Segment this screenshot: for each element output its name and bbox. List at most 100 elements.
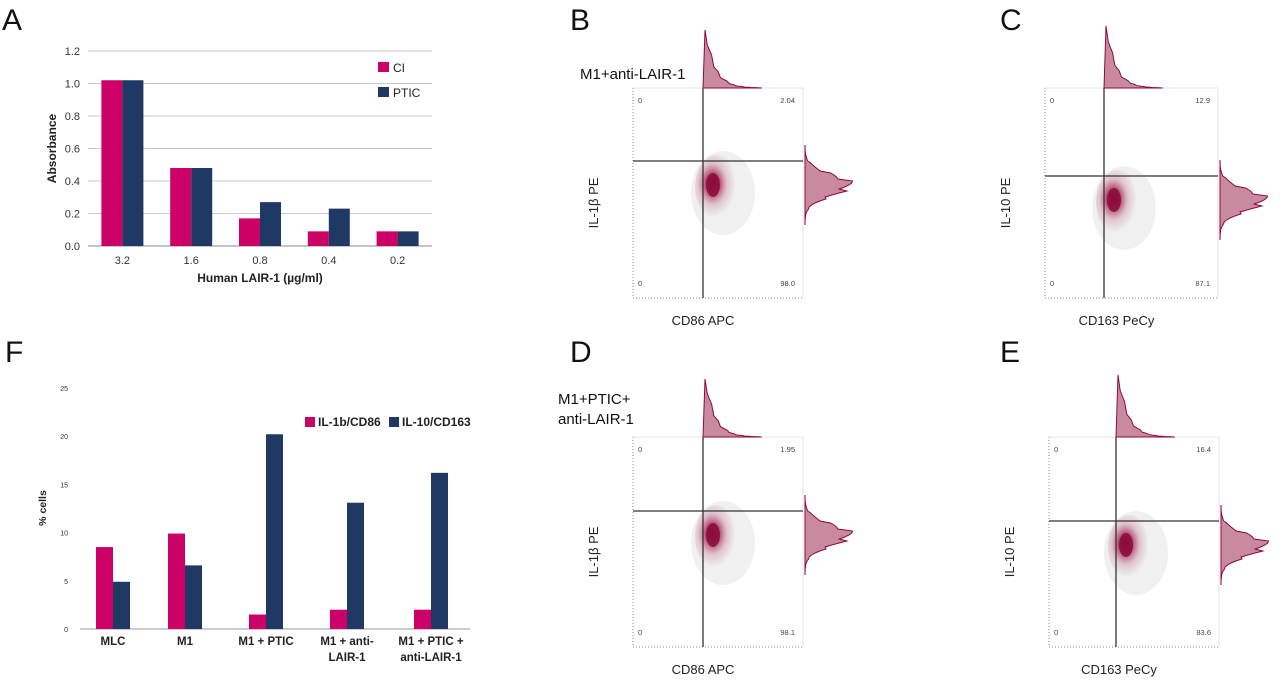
legend-label-f: IL-10/CD163 xyxy=(402,415,471,429)
y-tick-label-f: 25 xyxy=(60,386,68,393)
bar-f-il10-1 xyxy=(185,565,202,629)
flow-y-label: IL-10 PE xyxy=(1002,526,1017,577)
quadrant-ll: 0 xyxy=(638,279,642,288)
histogram-right xyxy=(804,144,854,226)
legend-label-f: IL-1b/CD86 xyxy=(318,415,381,429)
flow-cytometry-panels: 0 2.04 0 98.0 CD86 APC IL-1β PE M1+anti-LAIR-1… xyxy=(558,25,1270,677)
legend-swatch-a xyxy=(378,62,389,72)
density-peak xyxy=(1119,533,1133,557)
bar-f-il1b-3 xyxy=(330,609,347,629)
x-tick-label-a: 0.4 xyxy=(321,255,336,267)
y-tick-label-a: 1.2 xyxy=(65,46,80,58)
quadrant-ur: 12.9 xyxy=(1195,96,1210,105)
x-tick-label-a: 1.6 xyxy=(184,255,199,267)
bar-f-il1b-2 xyxy=(249,614,266,629)
bar-f-il1b-1 xyxy=(168,533,185,629)
histogram-right xyxy=(1219,159,1269,241)
x-tick-label-a: 3.2 xyxy=(115,255,130,267)
panel-label-f: F xyxy=(5,336,23,369)
y-tick-label-f: 5 xyxy=(64,579,68,586)
density-peak xyxy=(706,523,720,547)
flow-panel-c: 0 12.9 0 87.1 CD163 PeCy IL-10 PE xyxy=(998,25,1269,328)
flow-x-label: CD86 APC xyxy=(672,662,735,677)
y-tick-label-a: 0.4 xyxy=(65,176,80,188)
bar-a-ci-1 xyxy=(170,168,192,246)
y-axis-title-a: Absorbance xyxy=(45,114,59,184)
x-tick-label-f: anti-LAIR-1 xyxy=(400,652,462,664)
quadrant-ur: 16.4 xyxy=(1196,445,1211,454)
flow-x-label: CD163 PeCy xyxy=(1081,662,1157,677)
y-tick-label-a: 0.2 xyxy=(65,209,80,221)
panel-label-c: C xyxy=(1000,4,1022,37)
panel-label-a: A xyxy=(2,4,22,37)
panel-label-d: D xyxy=(570,336,592,369)
y-tick-label-a: 0.8 xyxy=(65,111,80,123)
y-tick-label-f: 20 xyxy=(60,434,68,441)
x-tick-label-f: LAIR-1 xyxy=(328,652,366,664)
quadrant-ul: 0 xyxy=(638,445,642,454)
legend-label-a: CI xyxy=(393,61,405,75)
bar-a-ci-2 xyxy=(239,218,260,246)
bar-f-il10-2 xyxy=(266,434,283,629)
density-peak xyxy=(706,173,720,197)
bar-a-ptic-4 xyxy=(397,231,419,246)
quadrant-lr: 83.6 xyxy=(1196,628,1211,637)
flow-panel-b: 0 2.04 0 98.0 CD86 APC IL-1β PE M1+anti-LAIR-1 xyxy=(580,29,854,328)
flow-y-label: IL-1β PE xyxy=(586,526,601,577)
legend-swatch-f xyxy=(305,417,315,427)
chart-a: 0.0 0.2 0.4 0.6 0.8 1.0 1.2 3.2 1.6 0.8 0.4 0.2 Huma… xyxy=(45,46,432,285)
quadrant-ul: 0 xyxy=(1050,96,1054,105)
x-tick-label-f: M1 xyxy=(177,636,194,648)
histogram-right xyxy=(1220,504,1270,586)
x-tick-label-f: M1 + PTIC + xyxy=(398,636,463,648)
flow-condition-label: M1+PTIC+ xyxy=(558,391,631,408)
x-tick-label-f: M1 + PTIC xyxy=(238,636,293,648)
y-axis-title-f: % cells xyxy=(37,490,49,526)
flow-x-label: CD86 APC xyxy=(672,313,735,328)
bar-a-ptic-1 xyxy=(191,168,213,246)
flow-y-label: IL-10 PE xyxy=(998,177,1013,228)
x-tick-label-a: 0.8 xyxy=(252,255,267,267)
y-tick-label-a: 0.6 xyxy=(65,144,80,156)
histogram-top xyxy=(702,29,762,89)
quadrant-lr: 98.0 xyxy=(780,279,795,288)
bar-a-ci-3 xyxy=(307,231,329,246)
histogram-right xyxy=(804,494,854,576)
quadrant-ul: 0 xyxy=(638,96,642,105)
bar-f-il10-3 xyxy=(347,502,364,629)
quadrant-ll: 0 xyxy=(1054,628,1058,637)
legend-swatch-f xyxy=(389,417,399,427)
chart-f: 0 5 10 15 20 25 MLC M1 M1 + PTIC M1 + anti- LAIR-1… xyxy=(37,386,471,664)
quadrant-ll: 0 xyxy=(1050,279,1054,288)
x-axis-title-a: Human LAIR-1 (µg/ml) xyxy=(197,271,323,285)
flow-condition-label: anti-LAIR-1 xyxy=(558,411,634,428)
quadrant-ul: 0 xyxy=(1054,445,1058,454)
quadrant-ur: 2.04 xyxy=(780,96,795,105)
x-tick-label-f: MLC xyxy=(101,636,126,648)
y-tick-label-f: 0 xyxy=(64,627,68,634)
bar-f-il1b-4 xyxy=(414,609,431,629)
y-tick-label-a: 1.0 xyxy=(65,79,80,91)
y-tick-label-a: 0.0 xyxy=(65,241,80,253)
bar-a-ptic-2 xyxy=(260,202,281,246)
density-peak xyxy=(1107,188,1121,212)
bar-a-ptic-3 xyxy=(328,208,350,246)
histogram-top xyxy=(1115,374,1175,438)
quadrant-lr: 87.1 xyxy=(1195,279,1210,288)
flow-panel-d: 0 1.95 0 98.1 CD86 APC IL-1β PE M1+PTIC+ anti-L… xyxy=(558,378,854,677)
legend-label-a: PTIC xyxy=(393,86,421,100)
bar-a-ci-4 xyxy=(376,231,398,246)
y-tick-label-f: 15 xyxy=(60,482,68,489)
bar-f-il1b-0 xyxy=(96,547,113,629)
quadrant-lr: 98.1 xyxy=(780,628,795,637)
quadrant-ll: 0 xyxy=(638,628,642,637)
bar-f-il10-4 xyxy=(431,472,448,629)
bar-a-ci-0 xyxy=(101,80,123,246)
flow-x-label: CD163 PeCy xyxy=(1079,313,1155,328)
legend-swatch-a xyxy=(378,87,389,97)
flow-panel-e: 0 16.4 0 83.6 CD163 PeCy IL-10 PE xyxy=(1002,374,1270,677)
bar-f-il10-0 xyxy=(113,581,130,629)
quadrant-ur: 1.95 xyxy=(780,445,795,454)
panel-label-e: E xyxy=(1000,336,1020,369)
